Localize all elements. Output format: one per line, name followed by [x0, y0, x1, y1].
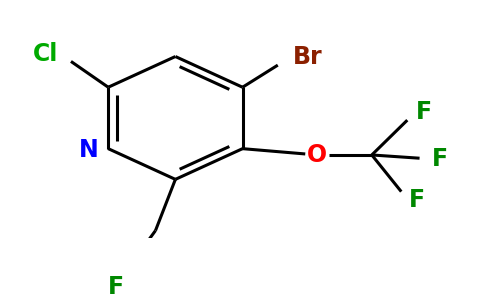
Text: O: O [307, 143, 327, 167]
Text: F: F [431, 147, 448, 171]
Text: N: N [78, 138, 98, 162]
Text: F: F [408, 188, 425, 212]
Text: Br: Br [293, 45, 323, 69]
Text: F: F [107, 275, 124, 299]
Text: Cl: Cl [33, 42, 59, 66]
Text: F: F [416, 100, 432, 124]
